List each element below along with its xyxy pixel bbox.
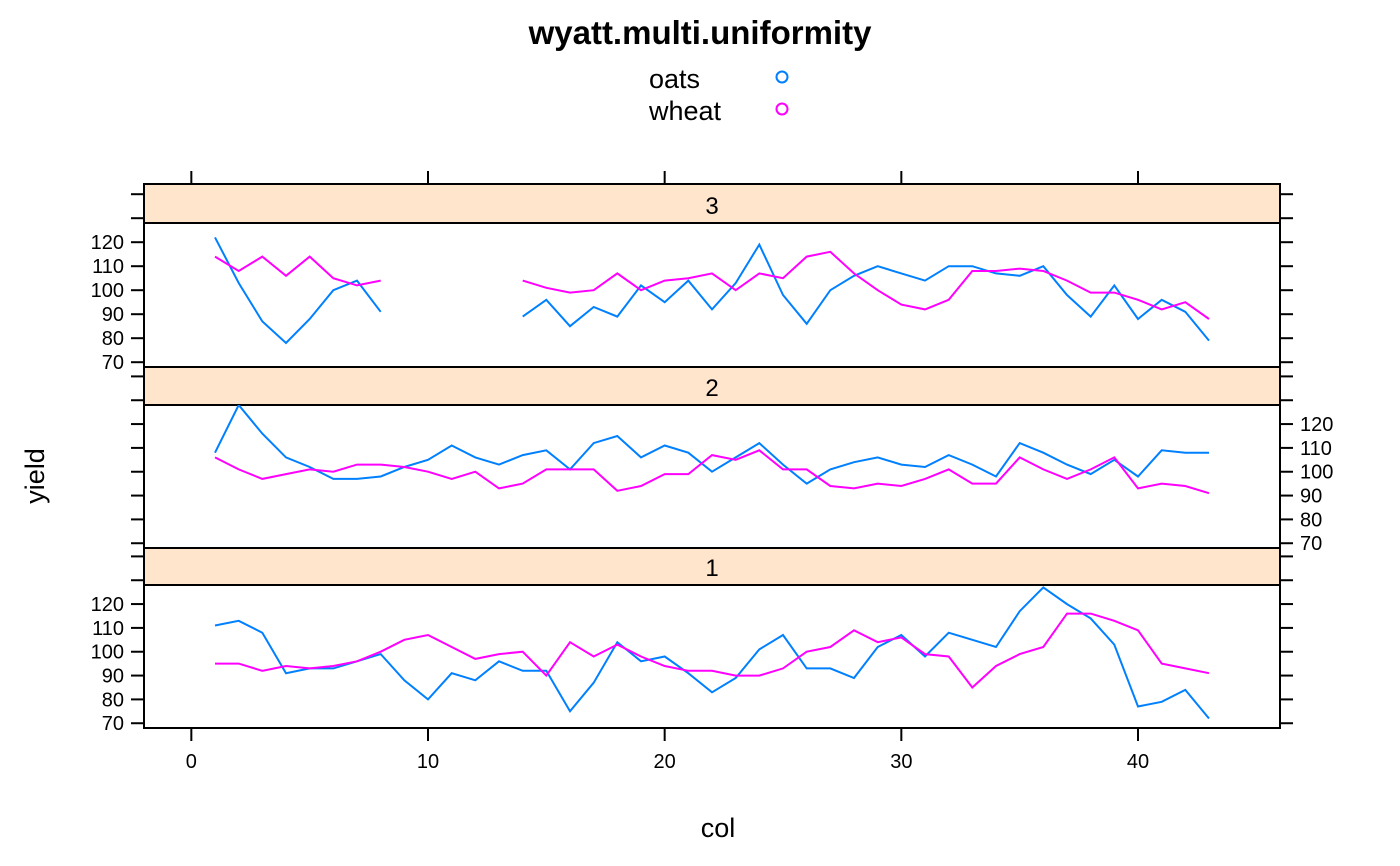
series-line-wheat-panel-3-seg-1 [522, 250, 1210, 320]
series-line-oats-panel-1 [214, 586, 1210, 720]
y-tick-label-3-90: 90 [102, 304, 124, 326]
x-tick-label-0: 0 [186, 751, 197, 773]
legend-marker-oats [775, 70, 789, 84]
y-tick-label-3-80: 80 [102, 328, 124, 350]
panel-strip-3 [143, 183, 1281, 224]
y-tick-label-1-110: 110 [92, 618, 124, 640]
y-tick-label-2-120: 120 [1300, 414, 1333, 436]
panel-frame-3 [143, 222, 1281, 368]
x-tick-label-40: 40 [1127, 751, 1149, 773]
legend-marker-wheat [775, 102, 789, 116]
panel-frame-1 [143, 584, 1281, 729]
panel-strip-label-2: 2 [705, 375, 718, 402]
y-tick-label-1-80: 80 [102, 689, 124, 711]
y-tick-label-1-100: 100 [91, 642, 124, 664]
chart-title: wyatt.multi.uniformity [528, 14, 872, 51]
panel-strip-1 [143, 547, 1281, 586]
y-tick-label-3-100: 100 [91, 280, 124, 302]
y-tick-label-3-120: 120 [91, 232, 124, 254]
y-tick-label-3-70: 70 [102, 352, 124, 374]
legend-label-wheat: wheat [648, 96, 722, 126]
x-tick-label-30: 30 [890, 751, 912, 773]
series-line-oats-panel-2 [214, 405, 1209, 485]
series-line-wheat-panel-1 [215, 612, 1210, 689]
y-tick-label-2-70: 70 [1300, 533, 1322, 555]
series-line-wheat-panel-3-seg-0 [214, 255, 381, 287]
series-line-oats-panel-3-seg-0 [214, 236, 382, 345]
legend: oats wheat [648, 64, 789, 126]
x-tick-label-10: 10 [417, 751, 439, 773]
x-axis-label: col [701, 813, 736, 843]
y-tick-label-1-70: 70 [102, 713, 124, 735]
y-tick-label-1-90: 90 [102, 666, 124, 688]
y-tick-label-1-120: 120 [91, 594, 124, 616]
y-axis-label: yield [20, 448, 50, 504]
y-tick-label-2-110: 110 [1300, 438, 1332, 460]
plot-area: 0 10 20 30 403708090100110120270809010011012… [91, 171, 1333, 773]
y-tick-label-3-110: 110 [92, 256, 124, 278]
panel-strip-label-3: 3 [705, 193, 718, 220]
y-tick-label-2-90: 90 [1300, 486, 1322, 508]
x-tick-label-20: 20 [654, 751, 676, 773]
legend-label-oats: oats [649, 64, 700, 94]
series-line-oats-panel-3-seg-1 [522, 242, 1210, 342]
y-tick-label-2-80: 80 [1300, 509, 1322, 531]
panel-frame-2 [143, 404, 1281, 549]
y-tick-label-2-100: 100 [1300, 462, 1333, 484]
series-line-wheat-panel-2 [214, 449, 1210, 495]
panel-strip-label-1: 1 [705, 555, 718, 582]
